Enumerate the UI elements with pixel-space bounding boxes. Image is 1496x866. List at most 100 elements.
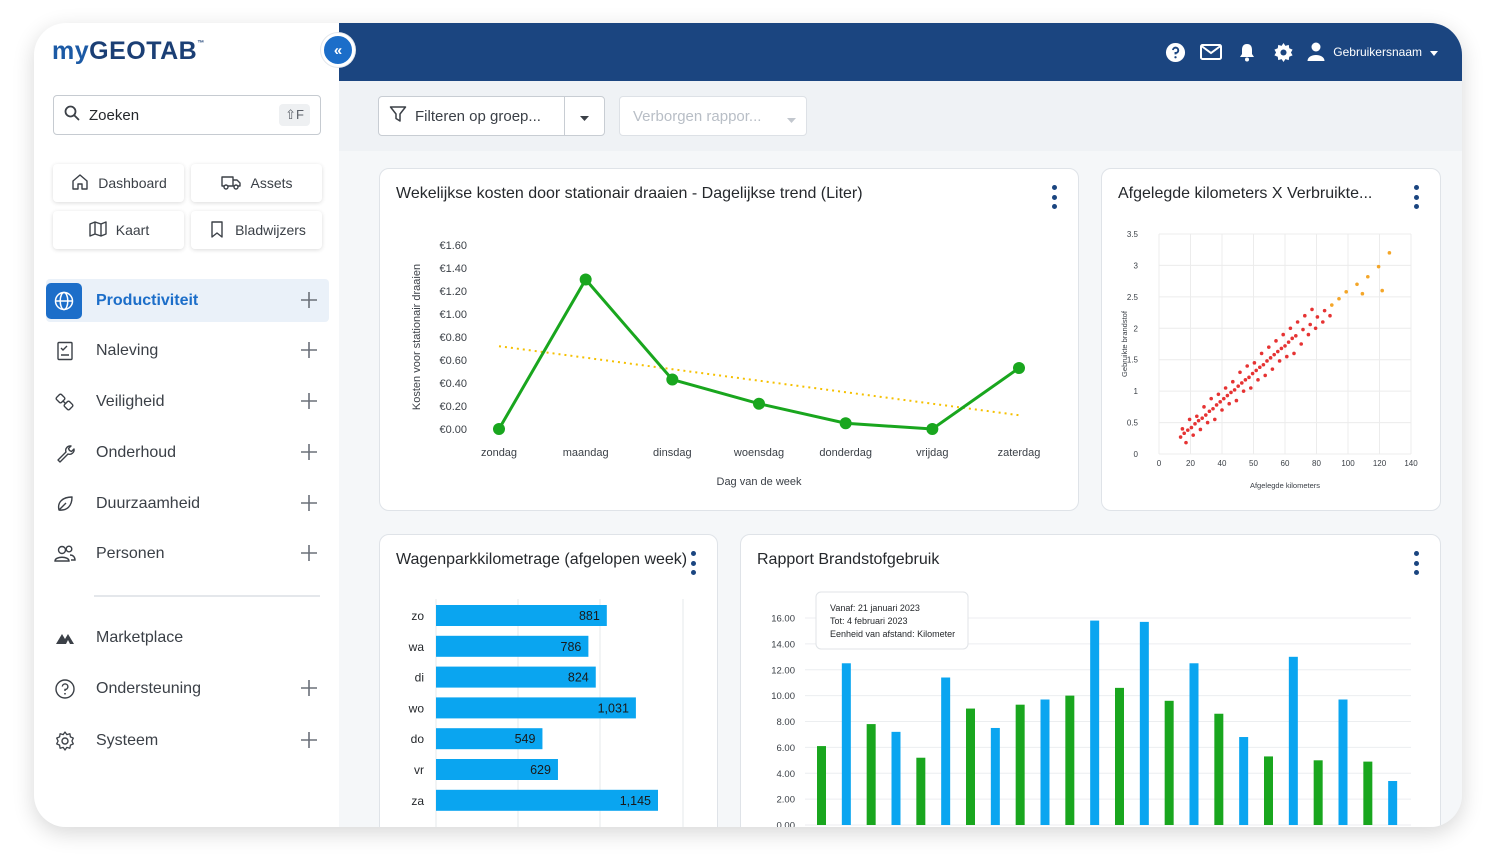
scatter-point [1247, 375, 1251, 380]
scatter-point [1249, 386, 1253, 390]
expand-plus-icon[interactable] [299, 391, 319, 411]
scatter-point [1299, 342, 1303, 346]
nav-item-naleving[interactable]: Naleving [46, 329, 329, 372]
x-tick-label: 80 [1312, 459, 1321, 468]
bell-icon[interactable] [1229, 23, 1265, 81]
y-tick-label: 2.5 [1127, 293, 1139, 302]
tooltip-line: Eenheid van afstand: Kilometer [830, 629, 955, 639]
scatter-point [1355, 282, 1359, 287]
expand-plus-icon[interactable] [299, 678, 319, 698]
scatter-point [1231, 379, 1235, 384]
bar [1214, 713, 1224, 825]
scatter-point [1308, 322, 1312, 327]
y-tick-label: €0.60 [439, 355, 467, 367]
expand-plus-icon[interactable] [299, 493, 319, 513]
y-tick-label: 3.5 [1127, 230, 1139, 239]
search-icon [64, 105, 80, 126]
category-label: zo [411, 609, 424, 623]
scatter-point [1193, 422, 1197, 426]
expand-plus-icon[interactable] [299, 340, 319, 360]
card-title: Rapport Brandstofgebruik [757, 551, 940, 568]
user-menu[interactable]: Gebruikersnaam [1307, 41, 1438, 64]
group-filter-caret[interactable] [565, 108, 604, 125]
y-axis-label: Kosten voor stationair draaien [411, 264, 423, 410]
card-title: Wagenparkkilometrage (afgelopen week) [396, 551, 688, 568]
y-tick-label: 16.00 [771, 614, 795, 625]
idle-cost-card: Wekelijkse kosten door stationair draaie… [379, 168, 1079, 511]
dashboard-button[interactable]: Dashboard [53, 164, 184, 202]
mail-icon[interactable] [1193, 23, 1229, 81]
scatter-point [1223, 386, 1228, 390]
scatter-point [1295, 320, 1300, 324]
scatter-point [1268, 356, 1273, 360]
nav-item-systeem[interactable]: Systeem [46, 719, 329, 762]
home-icon [70, 172, 90, 195]
map-icon [88, 219, 108, 242]
scatter-point [1236, 384, 1240, 388]
map-button[interactable]: Kaart [53, 211, 184, 249]
card-menu-icon[interactable] [1052, 185, 1058, 209]
gear-icon[interactable] [1265, 23, 1301, 81]
people-icon [53, 542, 77, 566]
scatter-point [1218, 400, 1222, 404]
expand-plus-icon[interactable] [299, 442, 319, 462]
collapse-sidebar-button[interactable]: « [321, 33, 355, 67]
expand-plus-icon[interactable] [299, 730, 319, 750]
scatter-point [1272, 352, 1276, 357]
scatter-point [1322, 308, 1327, 313]
fuel-bar-chart: 0.00 2.00 4.00 6.00 8.00 10.00 12.00 14.00 16.00… [771, 591, 1411, 827]
scatter-point [1310, 307, 1314, 312]
nav-item-ondersteuning[interactable]: Ondersteuning [46, 667, 329, 710]
caret-down-icon [787, 110, 796, 127]
double-chevron-left-icon: « [333, 41, 343, 59]
caret-down-icon [1430, 45, 1438, 59]
nav-item-productiviteit[interactable]: Productiviteit [46, 279, 329, 322]
nav-item-veiligheid[interactable]: Veiligheid [46, 380, 329, 423]
nav-divider [94, 595, 320, 597]
scatter-point [1243, 378, 1248, 382]
nav-item-onderhoud[interactable]: Onderhoud [46, 431, 329, 474]
bookmarks-button[interactable]: Bladwijzers [191, 211, 322, 249]
card-menu-icon[interactable] [1414, 551, 1420, 575]
bar [817, 746, 826, 825]
scatter-point [1187, 417, 1192, 422]
help-icon[interactable] [1157, 23, 1193, 81]
nav-item-marketplace[interactable]: Marketplace [46, 616, 329, 659]
scatter-point [1259, 351, 1264, 356]
search-input[interactable]: Zoeken ⇧F [53, 95, 321, 135]
group-filter-dropdown[interactable]: Filteren op groep... [378, 96, 605, 136]
y-tick-label: €0.20 [439, 401, 467, 413]
y-tick-label: €1.20 [439, 286, 467, 298]
assets-button[interactable]: Assets [191, 164, 322, 202]
card-menu-icon[interactable] [691, 551, 697, 575]
scatter-point [1198, 427, 1203, 432]
expand-plus-icon[interactable] [299, 543, 319, 563]
nav-label: Ondersteuning [96, 679, 201, 697]
hidden-reports-dropdown[interactable]: Verborgen rappor... [619, 96, 807, 136]
header-actions: Gebruikersnaam [1157, 23, 1438, 81]
scatter-point [1189, 425, 1194, 430]
nav-item-duurzaamheid[interactable]: Duurzaamheid [46, 482, 329, 525]
scatter-point [1279, 346, 1284, 351]
nav-label: Onderhoud [96, 443, 177, 461]
group-filter-field[interactable]: Filteren op groep... [379, 97, 565, 135]
scatter-point [1234, 398, 1239, 403]
globe-icon [46, 282, 82, 319]
scatter-point [1265, 359, 1269, 363]
scatter-point [1213, 417, 1217, 422]
scatter-point [1281, 332, 1285, 337]
bar [1139, 621, 1149, 825]
scatter-point [1184, 440, 1188, 445]
mygeotab-logo[interactable]: myGEOTAB™ [52, 37, 205, 65]
scatter-point [1214, 403, 1219, 407]
x-tick-label: vrijdag [916, 447, 948, 459]
category-label: do [411, 732, 425, 746]
bar [1338, 699, 1348, 825]
scatter-point [1196, 418, 1201, 423]
y-tick-label: €0.00 [439, 424, 467, 436]
card-menu-icon[interactable] [1414, 185, 1420, 209]
nav-item-personen[interactable]: Personen [46, 532, 329, 575]
scatter-point [1225, 393, 1230, 398]
km-vs-fuel-card: Afgelegde kilometers X Verbruikte... 0 0.… [1101, 168, 1441, 511]
expand-plus-icon[interactable] [299, 290, 319, 310]
